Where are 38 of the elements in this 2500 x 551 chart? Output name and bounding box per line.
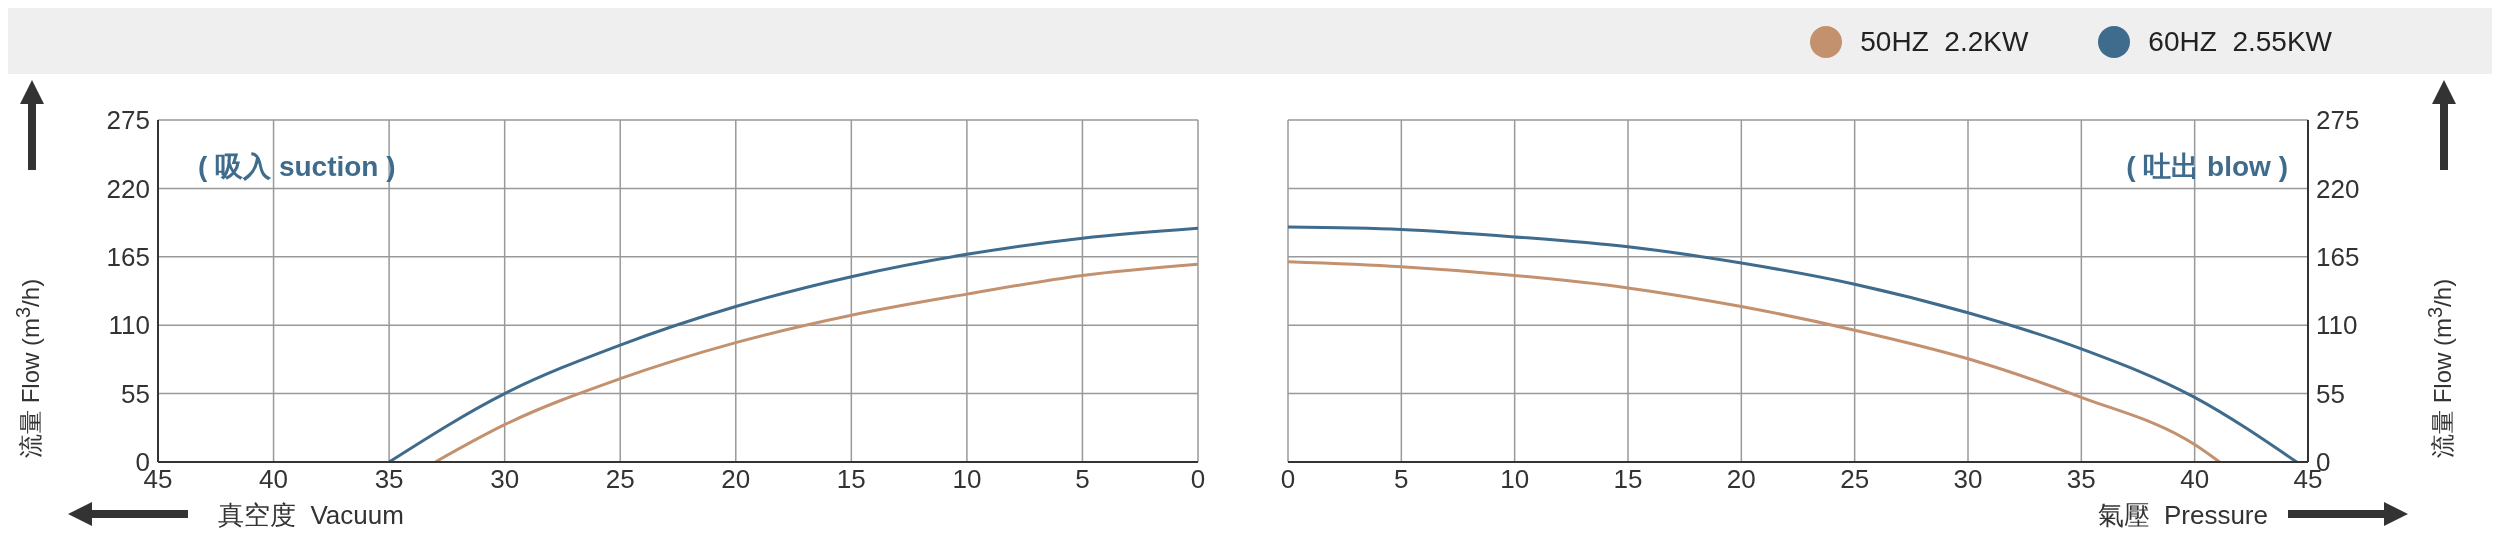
x-axis-title: 真空度 Vacuum [218, 499, 404, 532]
x-tick-label: 40 [2180, 464, 2210, 495]
x-tick-label: 15 [1613, 464, 1643, 495]
line-series [1288, 225, 2299, 462]
x-tick-label: 35 [2066, 464, 2096, 495]
x-tick-label: 15 [836, 464, 866, 495]
x-tick-label: 10 [1500, 464, 1530, 495]
annotation: ( 吸入 suction ) [198, 150, 396, 184]
x-tick-label: 30 [490, 464, 520, 495]
x-tick-label: 0 [1280, 464, 1296, 495]
y-tick-label: 110 [108, 310, 150, 341]
legend-label: 60HZ 2.55KW [2148, 26, 2332, 58]
x-tick-label: 5 [1394, 464, 1409, 495]
y-tick-label: 165 [106, 242, 150, 273]
line-series [433, 262, 1198, 462]
legend-label: 50HZ 2.2KW [1860, 26, 2029, 58]
y-tick-label: 275 [2316, 105, 2360, 136]
x-tick-label: 30 [1953, 464, 1983, 495]
y-tick-label: 55 [121, 378, 150, 409]
x-tick-label: 40 [259, 464, 289, 495]
annotation: ( 吐出 blow ) [2126, 150, 2288, 184]
x-tick-label: 25 [1840, 464, 1870, 495]
y-tick-label: 220 [106, 173, 150, 204]
y-tick-label: 275 [106, 105, 150, 136]
line-series [387, 226, 1198, 462]
x-tick-label: 5 [1075, 464, 1090, 495]
x-tick-label: 20 [721, 464, 751, 495]
y-tick-label: 110 [2316, 310, 2358, 341]
y-tick-label: 165 [2316, 242, 2360, 273]
x-tick-label: 35 [374, 464, 404, 495]
x-tick-label: 20 [1726, 464, 1756, 495]
x-tick-label: 25 [605, 464, 635, 495]
line-series [1288, 260, 2222, 462]
x-axis-title: 氣壓 Pressure [2097, 499, 2268, 532]
x-tick-label: 10 [952, 464, 982, 495]
y-tick-label: 220 [2316, 173, 2360, 204]
y-tick-label: 55 [2316, 378, 2345, 409]
x-tick-label: 0 [1190, 464, 1206, 495]
